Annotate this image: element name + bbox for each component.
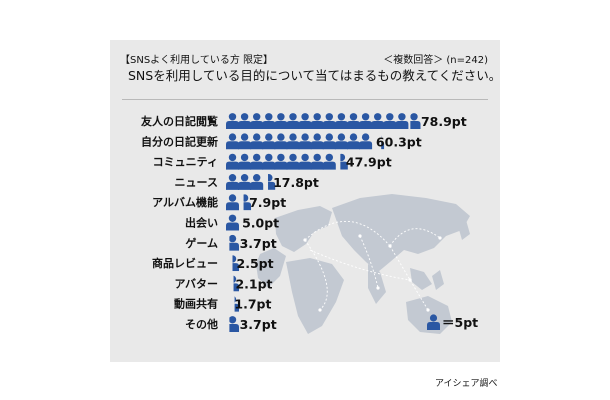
legend-label: ＝5pt <box>442 315 479 330</box>
person-icon <box>340 153 348 170</box>
category-label: ニュース <box>175 176 218 189</box>
person-icon <box>238 133 252 150</box>
person-icon <box>383 113 397 129</box>
value-label: 47.9pt <box>346 155 392 170</box>
person-icon <box>226 174 239 190</box>
person-icon <box>371 113 385 129</box>
icon-bar <box>229 234 239 251</box>
person-icon <box>359 133 373 150</box>
person-icon <box>298 133 312 150</box>
question-text: SNSを利用している目的について当てはまるもの教えてください。 <box>128 68 502 83</box>
legend: ＝5pt <box>427 312 478 331</box>
person-icon <box>347 133 360 150</box>
person-icon <box>262 153 276 170</box>
category-label: 動画共有 <box>174 297 218 311</box>
person-icon <box>226 194 239 211</box>
person-icon <box>310 153 324 170</box>
person-icon <box>238 153 252 170</box>
person-icon <box>322 113 336 129</box>
chart-panel: 【SNSよく利用している方 限定】 ＜複数回答＞ (n=242) SNSを利用し… <box>110 40 502 362</box>
category-label: アルバム機能 <box>152 195 218 209</box>
person-icon <box>238 113 252 129</box>
person-icon <box>243 194 252 211</box>
person-icon <box>233 275 239 292</box>
person-icon <box>286 113 300 129</box>
divider <box>122 99 488 100</box>
person-icon <box>226 153 239 170</box>
icon-bar <box>226 153 348 170</box>
value-label: 3.7pt <box>240 317 277 332</box>
person-icon <box>310 113 324 129</box>
value-label: 60.3pt <box>376 134 422 149</box>
icon-bar <box>226 214 239 231</box>
category-label: 自分の日記更新 <box>141 134 218 148</box>
person-icon <box>268 174 276 190</box>
person-icon <box>347 113 360 129</box>
icon-bar <box>226 174 276 190</box>
category-label: その他 <box>185 317 218 331</box>
icon-bar <box>233 275 239 292</box>
person-icon <box>298 153 312 170</box>
person-icon <box>262 113 276 129</box>
category-label: ゲーム <box>185 236 218 250</box>
person-icon <box>250 133 264 150</box>
category-label: コミュニティ <box>153 156 218 169</box>
person-icon <box>334 113 348 129</box>
person-icon <box>410 113 421 129</box>
person-icon <box>334 133 348 150</box>
person-icon <box>286 153 300 170</box>
person-icon <box>250 113 264 129</box>
person-icon <box>381 135 385 150</box>
icon-bar <box>229 316 239 332</box>
person-icon <box>250 153 264 170</box>
category-label: 友人の日記閲覧 <box>141 114 218 128</box>
pictogram-chart: 友人の日記閲覧 78.9pt 自分の日記更新 60.3pt コミュニティ 47.9pt ニュ… <box>141 113 467 332</box>
person-icon <box>238 174 252 190</box>
person-icon <box>226 133 239 150</box>
world-map-background <box>256 194 470 334</box>
icon-bar <box>234 296 239 312</box>
person-icon <box>229 316 239 332</box>
person-icon <box>262 133 276 150</box>
person-icon <box>274 133 288 150</box>
person-icon <box>234 296 239 312</box>
icon-bar <box>232 255 239 272</box>
value-label: 1.7pt <box>234 297 271 312</box>
person-icon <box>274 153 288 170</box>
icon-bar <box>226 113 421 129</box>
person-icon <box>232 255 239 272</box>
icon-bar <box>226 194 252 211</box>
header-condition: 【SNSよく利用している方 限定】 <box>120 55 274 66</box>
person-icon <box>322 153 336 170</box>
header-sample-info: ＜複数回答＞ (n=242) <box>383 55 488 66</box>
person-icon <box>310 133 324 150</box>
value-label: 5.0pt <box>242 216 279 231</box>
person-icon <box>286 133 300 150</box>
category-label: 出会い <box>185 216 218 230</box>
category-label: 商品レビュー <box>152 256 218 270</box>
value-label: 7.9pt <box>249 195 286 210</box>
person-icon <box>226 214 239 231</box>
person-icon <box>359 113 373 129</box>
person-icon <box>226 113 239 129</box>
person-icon <box>250 174 264 190</box>
person-icon <box>395 113 409 129</box>
person-icon <box>322 133 336 150</box>
person-icon <box>427 313 440 330</box>
icon-bar <box>226 133 385 150</box>
value-label: 17.8pt <box>273 175 319 190</box>
value-label: 3.7pt <box>240 236 277 251</box>
value-label: 2.5pt <box>237 256 274 271</box>
person-icon <box>274 113 288 129</box>
category-label: アバター <box>174 277 218 290</box>
person-icon <box>298 113 312 129</box>
person-icon <box>229 234 239 251</box>
value-label: 2.1pt <box>235 276 272 291</box>
value-label: 78.9pt <box>421 114 467 129</box>
source-credit: アイシェア調べ <box>435 379 498 389</box>
